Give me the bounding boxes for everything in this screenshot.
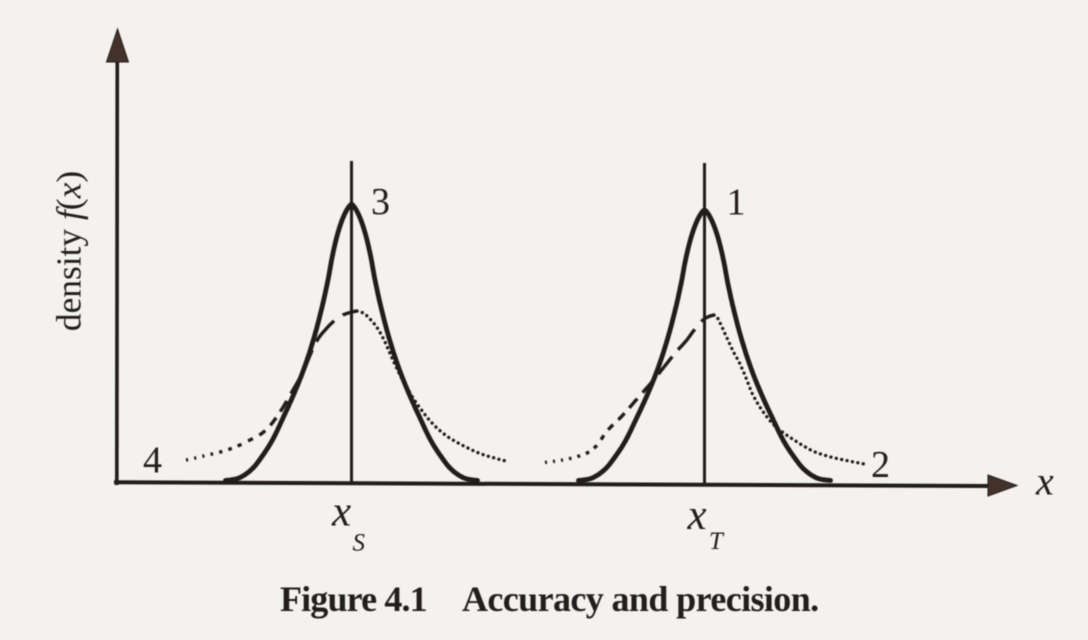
svg-text:x: x: [331, 489, 351, 536]
svg-text:density f(x): density f(x): [49, 171, 89, 331]
svg-text:1: 1: [727, 182, 746, 224]
svg-text:Accuracy and precision.: Accuracy and precision.: [462, 579, 819, 619]
svg-text:Figure 4.1: Figure 4.1: [280, 579, 427, 619]
svg-text:T: T: [709, 528, 725, 555]
svg-text:2: 2: [871, 444, 890, 486]
svg-text:x: x: [687, 492, 707, 539]
svg-text:3: 3: [371, 181, 390, 223]
svg-text:x: x: [1035, 459, 1054, 504]
svg-text:S: S: [353, 530, 366, 557]
svg-text:4: 4: [143, 440, 162, 482]
